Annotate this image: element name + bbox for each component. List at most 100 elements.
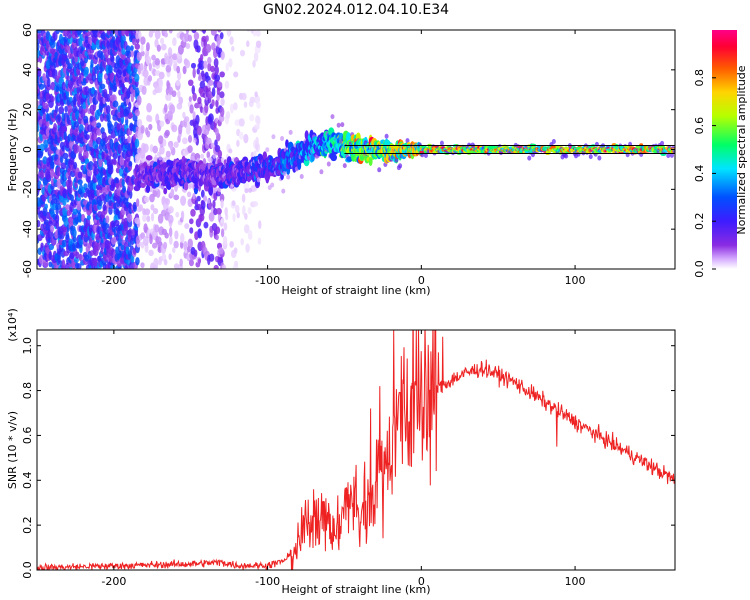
spectrogram-cell xyxy=(60,162,67,170)
spectrogram-cell xyxy=(186,121,191,132)
spectrogram-cell xyxy=(197,228,203,239)
spectrogram-cell xyxy=(150,212,155,222)
spectrogram-cell xyxy=(213,57,219,68)
spectrogram-cell xyxy=(234,204,240,214)
spectrogram-cell xyxy=(165,64,172,73)
spectrogram-cell xyxy=(198,59,205,71)
spectrogram-cell xyxy=(108,87,113,97)
spectrogram-cell xyxy=(225,111,231,120)
spectrogram-cell xyxy=(90,59,94,68)
spectrogram-cell xyxy=(211,99,215,107)
spectrogram-cell xyxy=(167,214,174,224)
spectrogram-cell xyxy=(211,87,216,97)
spectrogram-cell xyxy=(214,74,221,82)
spectrogram-cell xyxy=(265,147,270,153)
spectrogram-cell xyxy=(219,32,224,40)
spectrogram-cell xyxy=(113,219,120,227)
spectrogram-cell xyxy=(131,38,137,46)
spectrogram-cell xyxy=(192,111,196,120)
spectrogram-cell xyxy=(73,161,78,170)
spectrogram-cell xyxy=(660,140,665,146)
spectrogram-cell xyxy=(219,193,225,203)
spectrogram-cell xyxy=(304,130,309,140)
spectrogram-cell xyxy=(45,170,51,181)
spectrogram-cell xyxy=(167,206,174,214)
spectrogram-cell xyxy=(76,92,80,103)
spectrogram-cell xyxy=(112,159,117,166)
spectrogram-cell xyxy=(193,31,200,41)
spectrogram-cell xyxy=(319,169,324,175)
spectrogram-cell xyxy=(666,153,671,159)
spectrogram-cell xyxy=(169,104,176,115)
spectrogram-cell xyxy=(191,30,197,34)
spectrogram-cell xyxy=(205,43,212,53)
spectrogram-cell xyxy=(219,71,225,78)
spectrogram-cell xyxy=(246,30,251,32)
spectrogram-cell xyxy=(99,83,106,90)
x-tick-label: 0 xyxy=(418,575,425,588)
spectrogram-cell xyxy=(97,255,102,263)
spectrogram-cell xyxy=(182,137,188,145)
spectrogram-cell xyxy=(240,238,244,246)
spectrogram-cell xyxy=(215,99,219,108)
spectrogram-cell xyxy=(189,218,194,225)
spectrogram-cell xyxy=(183,182,189,191)
spectrogram-cell xyxy=(243,133,249,144)
spectrogram-cell xyxy=(164,129,170,137)
y-tick-label: 0.4 xyxy=(21,472,34,490)
spectrogram-cell xyxy=(210,65,215,73)
spectrogram-cell xyxy=(220,228,225,238)
spectrogram-cell xyxy=(134,109,140,117)
spectrogram-cell xyxy=(246,40,250,48)
spectrogram-cell xyxy=(148,249,154,257)
spectrogram-cell xyxy=(79,85,83,93)
spectrogram-cell xyxy=(192,92,197,102)
spectrogram-cell xyxy=(50,95,55,103)
spectrogram-cell xyxy=(207,79,214,86)
spectrogram-cell xyxy=(247,206,252,215)
spectrogram-cell xyxy=(142,148,147,154)
spectrogram-cell xyxy=(97,199,103,207)
colorbar-ticks: 0.0 0.2 0.4 0.6 0.8 xyxy=(693,69,716,278)
spectrogram-cell xyxy=(134,217,141,225)
spectrogram-cell xyxy=(108,191,113,197)
spectrogram-cell xyxy=(77,179,83,185)
spectrogram-cell xyxy=(194,102,200,109)
spectrogram-cell xyxy=(158,71,165,80)
spectrogram-cell xyxy=(151,242,158,249)
spectrogram-cell xyxy=(163,258,168,266)
spectrogram-cell xyxy=(127,135,131,144)
spectrogram-cell xyxy=(423,152,428,158)
spectrogram-cell xyxy=(207,202,213,209)
spectrogram-cell xyxy=(128,202,133,210)
spectrogram-cell xyxy=(45,92,51,100)
spectrogram-cell xyxy=(216,30,222,33)
spectrogram-cell xyxy=(185,30,190,34)
spectrogram-cell xyxy=(91,110,95,117)
spectrogram-cell xyxy=(231,200,236,207)
spectrogram-cell xyxy=(85,30,89,33)
y-tick-label: 1.0 xyxy=(21,337,34,355)
y-tick-label: 60 xyxy=(21,23,34,37)
spectrogram-cell xyxy=(185,42,191,50)
spectrogram-cell xyxy=(257,116,261,126)
spectrogram-cell xyxy=(64,105,69,113)
spectrogram-cell xyxy=(87,160,94,171)
spectrogram-cell xyxy=(163,103,168,114)
y-tick-label: 20 xyxy=(21,103,34,117)
spectrogram-cell xyxy=(69,52,74,59)
spectrogram-cell xyxy=(120,53,127,60)
spectrogram-cell xyxy=(168,142,173,148)
spectrogram-cell xyxy=(46,113,50,122)
spectrogram-cell xyxy=(184,116,190,123)
spectrogram-cell xyxy=(103,228,109,235)
spectrogram-cell xyxy=(174,230,179,240)
spectrogram-cell xyxy=(340,122,345,128)
spectrogram-cell xyxy=(61,81,66,91)
spectrogram-cell xyxy=(196,45,201,53)
spectrogram-cell xyxy=(169,191,174,197)
spectrogram-cell xyxy=(188,79,194,87)
spectrogram-cell xyxy=(286,174,291,180)
spectrogram-cell xyxy=(38,83,45,90)
